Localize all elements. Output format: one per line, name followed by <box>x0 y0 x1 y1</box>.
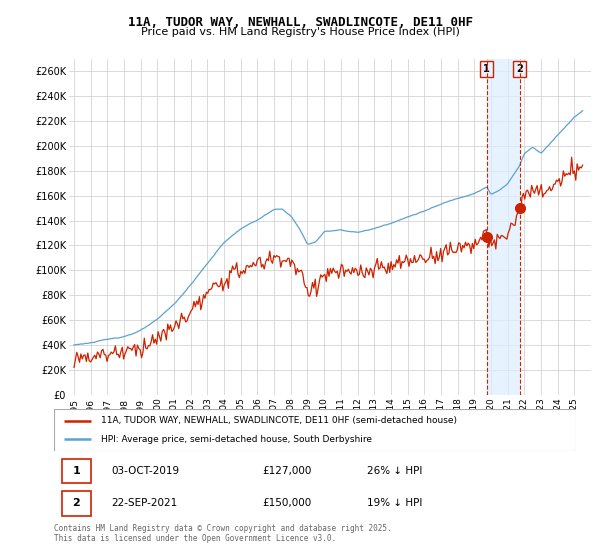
Text: 19% ↓ HPI: 19% ↓ HPI <box>367 498 422 508</box>
Text: 26% ↓ HPI: 26% ↓ HPI <box>367 466 422 476</box>
Bar <box>487 59 520 395</box>
FancyBboxPatch shape <box>54 409 576 451</box>
Text: 2: 2 <box>516 64 523 74</box>
Text: £150,000: £150,000 <box>263 498 312 508</box>
Text: 22-SEP-2021: 22-SEP-2021 <box>112 498 178 508</box>
FancyBboxPatch shape <box>62 491 91 516</box>
Text: 1: 1 <box>73 466 80 476</box>
Text: 11A, TUDOR WAY, NEWHALL, SWADLINCOTE, DE11 0HF (semi-detached house): 11A, TUDOR WAY, NEWHALL, SWADLINCOTE, DE… <box>101 416 457 425</box>
Text: Price paid vs. HM Land Registry's House Price Index (HPI): Price paid vs. HM Land Registry's House … <box>140 27 460 37</box>
Text: 2: 2 <box>73 498 80 508</box>
Text: HPI: Average price, semi-detached house, South Derbyshire: HPI: Average price, semi-detached house,… <box>101 435 372 444</box>
Text: 11A, TUDOR WAY, NEWHALL, SWADLINCOTE, DE11 0HF: 11A, TUDOR WAY, NEWHALL, SWADLINCOTE, DE… <box>128 16 473 29</box>
Text: 1: 1 <box>484 64 490 74</box>
Text: 03-OCT-2019: 03-OCT-2019 <box>112 466 179 476</box>
Text: Contains HM Land Registry data © Crown copyright and database right 2025.
This d: Contains HM Land Registry data © Crown c… <box>54 524 392 543</box>
FancyBboxPatch shape <box>62 459 91 483</box>
Text: £127,000: £127,000 <box>263 466 312 476</box>
